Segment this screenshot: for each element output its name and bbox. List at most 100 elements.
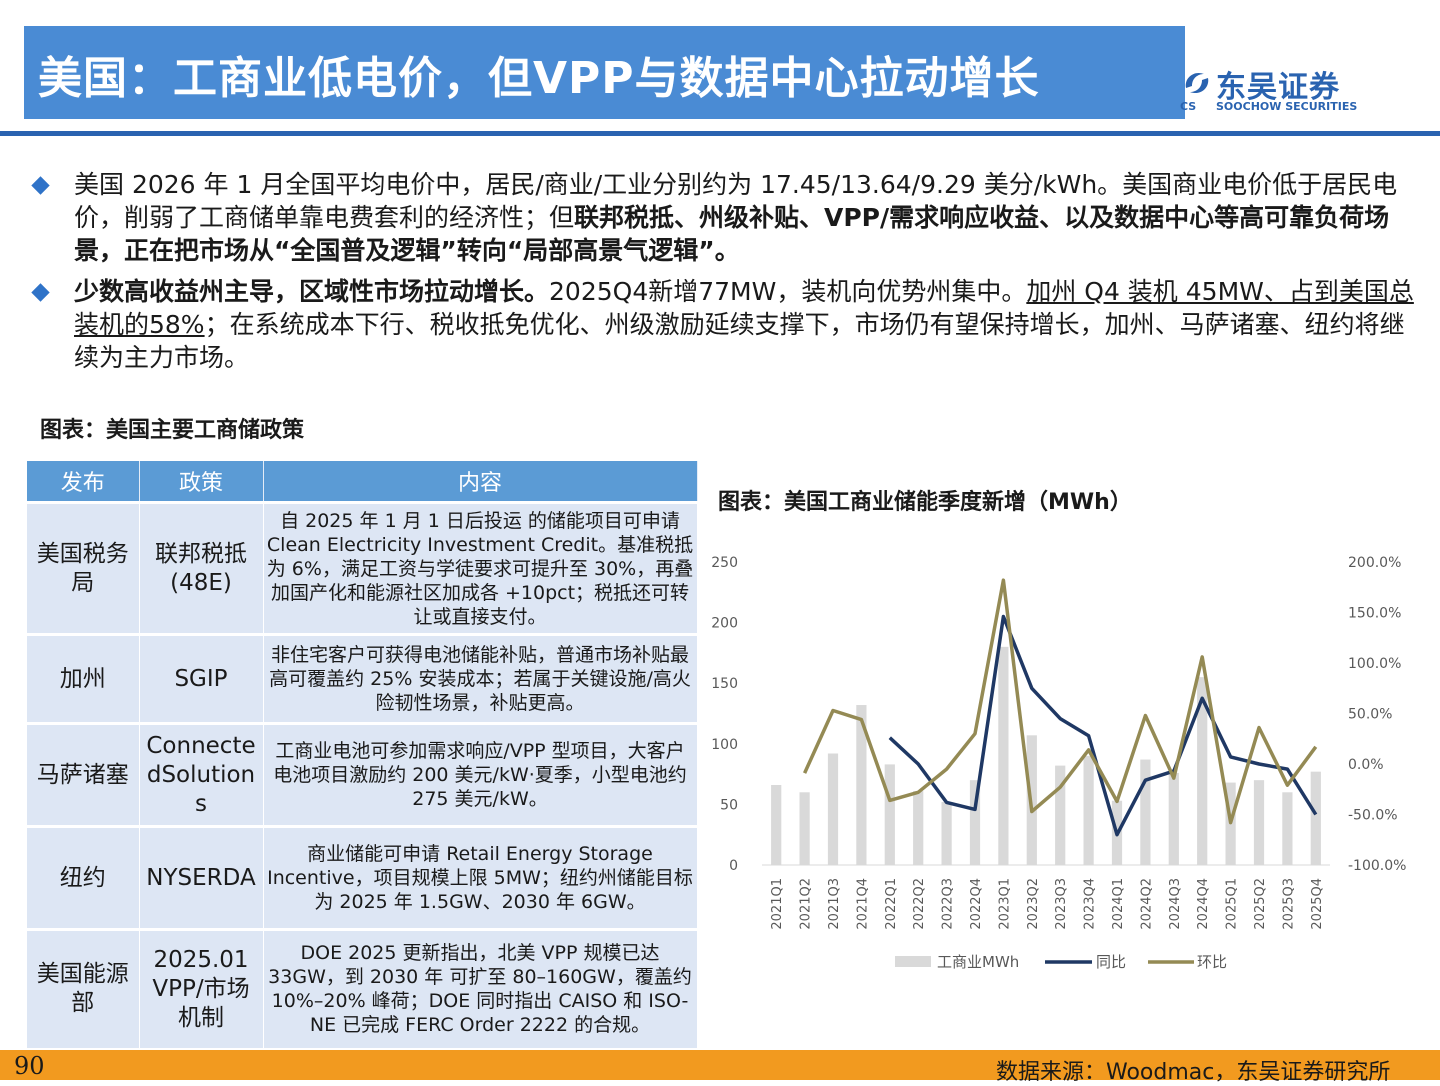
cell-issuer: 美国税务局	[27, 501, 140, 635]
bar	[827, 753, 839, 865]
bar	[1282, 792, 1293, 865]
table-row: 加州 SGIP 非住宅客户可获得电池储能补贴，普通市场补贴最高可覆盖约 25% …	[27, 633, 698, 724]
bar	[799, 792, 810, 865]
column-header-content: 内容	[263, 461, 698, 503]
table-row: 纽约 NYSERDA 商业储能可申请 Retail Energy Storage…	[27, 825, 698, 930]
data-source: 数据来源：Woodmac，东吴证券研究所	[996, 1060, 1391, 1085]
x-tick-label: 2024Q2	[1139, 878, 1154, 930]
cell-content: 商业储能可申请 Retail Energy Storage Incentive，…	[263, 825, 698, 930]
qoq-line	[803, 578, 1318, 825]
table-header-row: 发布 政策 内容	[27, 461, 698, 503]
title-bar: 美国：工商业低电价，但VPP与数据中心拉动增长	[24, 26, 1185, 119]
x-tick-label: 2022Q3	[941, 878, 956, 930]
cell-issuer: 加州	[27, 633, 140, 724]
x-tick-label: 2023Q4	[1083, 878, 1098, 930]
header-divider	[0, 131, 1440, 136]
cell-issuer: 美国能源部	[27, 928, 140, 1048]
footer-bar	[0, 1050, 1440, 1080]
x-tick-label: 2023Q1	[997, 878, 1012, 930]
bullet-item: 美国 2026 年 1 月全国平均电价中，居民/商业/工业分别约为 17.45/…	[30, 168, 1420, 267]
bullet-bold-text: 联邦税抵、州级补贴、VPP/需求响应收益、以及数据中心等高可靠负荷场景，正在把市…	[74, 203, 1390, 265]
x-tick-label: 2025Q2	[1253, 878, 1268, 930]
cell-issuer: 马萨诸塞	[27, 722, 140, 827]
y-right-tick-label: 200.0%	[1348, 555, 1401, 571]
bar	[1253, 780, 1265, 865]
bar	[771, 785, 782, 865]
bullet-text: 2025Q4新增77MW，装机向优势州集中。	[549, 277, 1027, 306]
table-row: 马萨诸塞 ConnectedSolutions 工商业电池可参加需求响应/VPP…	[27, 722, 698, 827]
cell-content: 工商业电池可参加需求响应/VPP 型项目，大客户电池项目激励约 200 美元/k…	[263, 722, 698, 827]
legend-label: 工商业MWh	[937, 953, 1019, 971]
quarterly-storage-chart: 0 50 100 150 200 250 -100.0% -50.0% 0.0% 50.0% 100…	[711, 555, 1406, 971]
y-right-tick-label: -100.0%	[1348, 858, 1406, 874]
logo-mark-icon	[1185, 72, 1209, 94]
bullet-text: 美国 2026 年 1 月全国平均电价中，居民/商业/工业分别约为 17.45/…	[74, 170, 1398, 232]
logo-chinese-name: 东吴证券	[1216, 70, 1340, 105]
y-right-tick-label: -50.0%	[1348, 808, 1398, 824]
x-tick-label: 2021Q2	[799, 878, 814, 930]
bar	[856, 705, 867, 865]
x-tick-label: 2022Q1	[884, 878, 899, 930]
policy-table: 发布 政策 内容 美国税务局 联邦税抵(48E) 自 2025 年 1 月 1 …	[27, 461, 698, 1048]
x-tick-label: 2023Q2	[1026, 878, 1041, 930]
bullet-underlined-text: 加州 Q4 装机 45MW、占到美国总装机的58%	[74, 277, 1414, 339]
bar	[884, 764, 895, 865]
cell-policy: ConnectedSolutions	[139, 722, 264, 827]
legend-label: 环比	[1197, 953, 1227, 971]
cell-policy: SGIP	[139, 633, 264, 724]
page-title: 美国：工商业低电价，但VPP与数据中心拉动增长	[38, 53, 1040, 104]
y-right-tick-label: 50.0%	[1348, 707, 1392, 723]
y-left-tick-label: 250	[711, 555, 738, 571]
bar	[913, 791, 924, 865]
bar	[1083, 755, 1094, 865]
bar	[1168, 772, 1179, 865]
x-tick-label: 2021Q3	[827, 878, 842, 930]
table-row: 美国能源部 2025.01 VPP/市场机制 DOE 2025 更新指出，北美 …	[27, 928, 698, 1048]
bar	[969, 780, 981, 865]
chart-caption: 图表：美国工商业储能季度新增（MWh）	[718, 490, 1132, 515]
logo-english-name: SOOCHOW SECURITIES	[1216, 100, 1358, 113]
bar	[1140, 759, 1151, 865]
cell-content: 自 2025 年 1 月 1 日后投运 的储能项目可申请 Clean Elect…	[263, 501, 698, 635]
x-tick-label: 2024Q4	[1196, 878, 1211, 930]
logo-initials: CS	[1180, 100, 1197, 113]
bullet-list: 美国 2026 年 1 月全国平均电价中，居民/商业/工业分别约为 17.45/…	[30, 168, 1420, 382]
x-tick-label: 2022Q2	[912, 878, 927, 930]
x-tick-label: 2025Q3	[1281, 878, 1296, 930]
bullet-bold-text: 少数高收益州主导，区域性市场拉动增长。	[74, 277, 550, 306]
company-logo: 东吴证券 CS SOOCHOW SECURITIES	[1180, 62, 1380, 118]
cell-content: 非住宅客户可获得电池储能补贴，普通市场补贴最高可覆盖约 25% 安装成本；若属于…	[263, 633, 698, 724]
y-left-tick-label: 200	[711, 616, 738, 632]
bullet-text: ；在系统成本下行、税收抵免优化、州级激励延续支撑下，市场仍有望保持增长，加州、马…	[74, 310, 1405, 372]
yoy-line	[888, 614, 1318, 837]
cell-issuer: 纽约	[27, 825, 140, 930]
x-tick-label: 2022Q4	[969, 878, 984, 930]
y-left-tick-label: 150	[711, 676, 738, 692]
legend-swatch-bars	[895, 956, 931, 967]
x-tick-label: 2024Q1	[1111, 878, 1126, 930]
diamond-bullet-icon	[31, 176, 50, 195]
cell-policy: NYSERDA	[139, 825, 264, 930]
x-tick-label: 2025Q4	[1310, 878, 1325, 930]
bar	[1197, 677, 1208, 865]
x-tick-label: 2025Q1	[1225, 878, 1240, 930]
table-caption: 图表：美国主要工商储政策	[40, 418, 305, 443]
legend-label: 同比	[1096, 953, 1126, 971]
bar	[998, 646, 1009, 865]
x-tick-label: 2024Q3	[1168, 878, 1183, 930]
bar	[941, 801, 952, 865]
table-row: 美国税务局 联邦税抵(48E) 自 2025 年 1 月 1 日后投运 的储能项…	[27, 501, 698, 635]
diamond-bullet-icon	[31, 283, 50, 302]
bar	[1055, 765, 1066, 865]
y-right-tick-label: 100.0%	[1348, 656, 1401, 672]
bar	[1310, 771, 1321, 865]
bullet-item: 少数高收益州主导，区域性市场拉动增长。2025Q4新增77MW，装机向优势州集中…	[30, 275, 1420, 374]
page-number: 90	[14, 1052, 45, 1080]
cell-content: DOE 2025 更新指出，北美 VPP 规模已达 33GW，到 2030 年 …	[263, 928, 698, 1048]
x-tick-label: 2021Q4	[855, 878, 870, 930]
cell-policy: 2025.01 VPP/市场机制	[139, 928, 264, 1048]
x-tick-label: 2023Q3	[1054, 878, 1069, 930]
y-right-tick-label: 150.0%	[1348, 606, 1401, 622]
y-left-tick-label: 100	[711, 737, 738, 753]
y-right-tick-label: 0.0%	[1348, 757, 1384, 773]
